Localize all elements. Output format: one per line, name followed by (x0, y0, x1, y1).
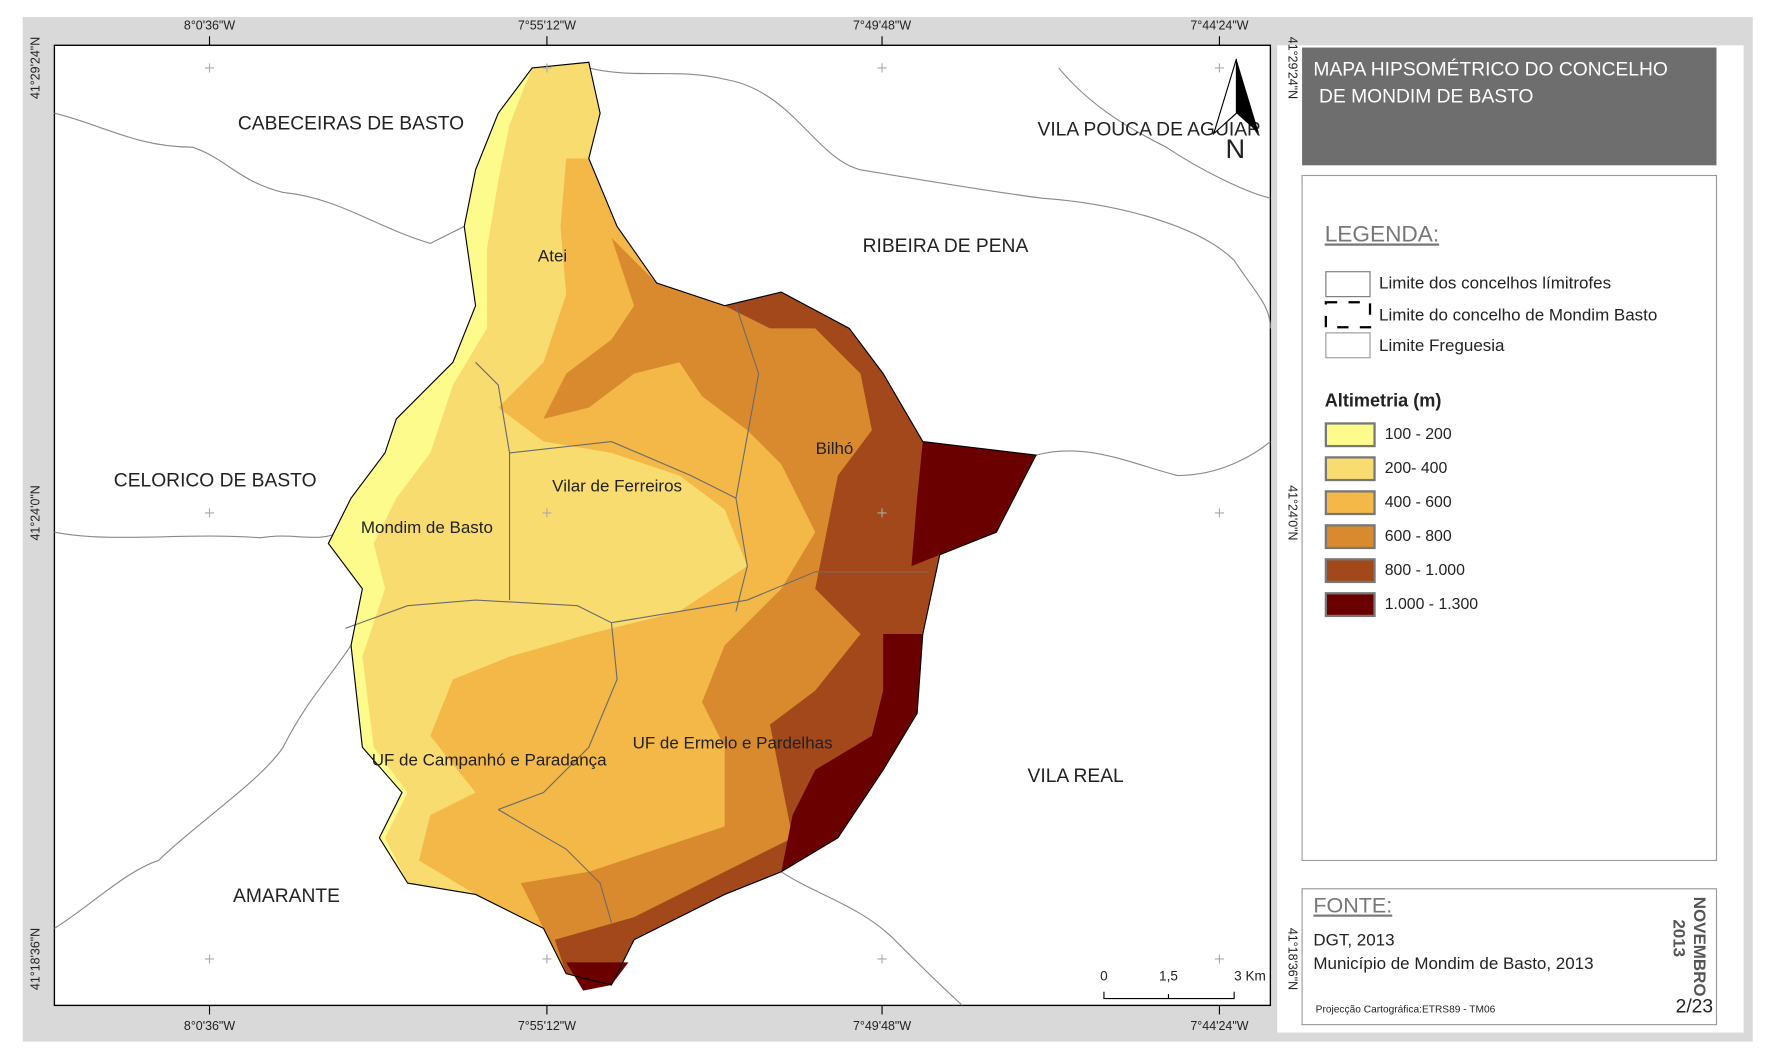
scale-label: 0 (1100, 969, 1108, 984)
lon-label: 7°55'12"W (518, 1019, 576, 1033)
scale-bar: 0 1,5 3 Km (1100, 969, 1266, 1000)
projection: Projecção Cartográfica:ETRS89 - TM06 (1316, 1005, 1496, 1016)
municipality-boundary (327, 61, 1037, 986)
legend-label: Limite dos concelhos límitrofes (1379, 274, 1611, 293)
legend-swatch (1324, 592, 1376, 618)
parish-labels: Atei Vilar de Ferreiros Bilhó Mondim de … (361, 246, 853, 769)
parish-label: Vilar de Ferreiros (552, 476, 682, 495)
legend-label: 800 - 1.000 (1385, 562, 1465, 579)
grid-cross (1214, 508, 1224, 518)
date: 2013 (1669, 919, 1688, 957)
grid-cross (877, 508, 887, 518)
hypsometric-relief (327, 61, 1037, 991)
legend-swatch (1324, 558, 1376, 584)
legend-swatch (1324, 422, 1376, 448)
grid-cross (204, 954, 215, 964)
lon-label: 7°44'24"W (1190, 18, 1248, 32)
lon-label: 8°0'36"W (184, 1019, 235, 1033)
source-line: Município de Mondim de Basto, 2013 (1313, 954, 1593, 973)
municipality-label: VILA REAL (1028, 766, 1125, 787)
parish-label: Mondim de Basto (361, 518, 493, 537)
legend-label: 100 - 200 (1385, 426, 1452, 443)
grid-cross (1214, 954, 1224, 964)
grid-cross (1214, 63, 1224, 73)
grid-cross (204, 508, 215, 518)
parish-label: UF de Campanhó e Paradança (372, 750, 607, 769)
legend-swatch (1325, 332, 1371, 359)
lat-label: 41°24'0"N (1286, 485, 1300, 540)
neighbour-boundaries (54, 67, 1271, 1006)
lon-label: 7°49'48"W (853, 18, 911, 32)
source-heading: FONTE: (1313, 894, 1392, 918)
legend-box (1301, 174, 1718, 862)
legend-label: 200- 400 (1385, 460, 1448, 477)
grid-cross (542, 63, 552, 73)
lon-label: 7°44'24"W (1190, 1019, 1248, 1033)
title-box (1302, 47, 1717, 166)
lat-label: 41°29'24"N (29, 37, 43, 99)
title: DE MONDIM DE BASTO (1319, 86, 1533, 107)
legend-subtitle: Altimetria (m) (1325, 391, 1442, 411)
grid-cross (542, 954, 552, 964)
lon-label: 7°55'12"W (518, 18, 576, 32)
parish-label: UF de Ermelo e Pardelhas (633, 733, 833, 752)
grid-cross (542, 508, 552, 518)
municipality-label: RIBEIRA DE PENA (863, 236, 1029, 257)
source-line: DGT, 2013 (1313, 930, 1394, 949)
legend-heading: LEGENDA: (1325, 221, 1439, 246)
scale-label: 1,5 (1159, 969, 1178, 984)
lat-label: 41°24'0"N (29, 485, 43, 540)
legend-label: Limite Freguesia (1379, 336, 1505, 355)
municipality-label: VILA POUCA DE AGUIAR (1038, 119, 1261, 140)
lon-label: 7°49'48"W (853, 1019, 911, 1033)
source-box (1301, 888, 1718, 1026)
grid-cross (877, 954, 887, 964)
page-number: 2/23 (1676, 997, 1713, 1018)
lat-label: 41°18'36"N (29, 928, 43, 990)
altimetry-legend: 100 - 200 200- 400 400 - 600 600 - 800 800 -… (1324, 422, 1479, 618)
grid-cross (877, 63, 887, 73)
relief-800-1000 (554, 292, 1037, 986)
parish-label: Atei (538, 246, 567, 265)
grid-cross (204, 63, 215, 73)
graticule: 8°0'36"W 8°0'36"W 7°55'12"W 7°55'12"W 7°49'4… (29, 18, 1300, 1033)
parish-label: Bilhó (816, 439, 854, 458)
north-arrow: N (1212, 58, 1260, 164)
legend-label: 600 - 800 (1385, 528, 1452, 545)
legend-swatch (1324, 524, 1376, 550)
lat-label: 41°18'36"N (1286, 928, 1300, 990)
date: NOVEMBRO (1690, 897, 1709, 997)
relief-400-600 (418, 158, 1037, 986)
place-labels: CABECEIRAS DE BASTO VILA POUCA DE AGUIAR… (114, 114, 1261, 907)
legend-label: Limite do concelho de Mondim Basto (1379, 305, 1657, 324)
title: MAPA HIPSOMÉTRICO DO CONCELHO (1313, 59, 1667, 80)
lon-label: 8°0'36"W (184, 18, 235, 32)
municipality-label: CABECEIRAS DE BASTO (238, 114, 464, 135)
municipality-label: AMARANTE (233, 886, 340, 907)
legend-label: 1.000 - 1.300 (1385, 596, 1479, 613)
legend-swatch (1325, 271, 1371, 298)
legend-swatch (1324, 301, 1372, 329)
legend-swatch (1324, 456, 1376, 482)
municipality-label: CELORICO DE BASTO (114, 470, 317, 491)
relief-1000-1300 (566, 441, 1037, 991)
legend-label: 400 - 600 (1385, 494, 1452, 511)
lat-label: 41°29'24"N (1286, 37, 1300, 99)
legend-swatch (1324, 490, 1376, 516)
scale-label: 3 Km (1234, 969, 1266, 984)
north-label: N (1225, 133, 1245, 164)
